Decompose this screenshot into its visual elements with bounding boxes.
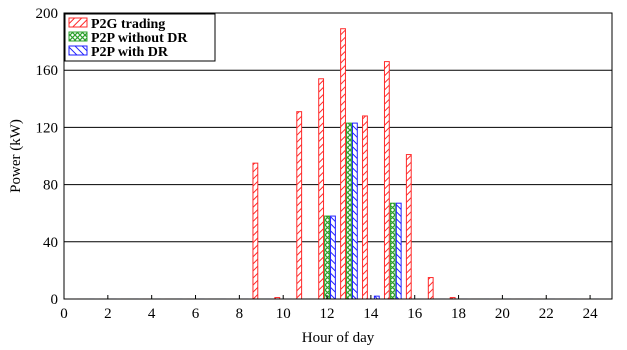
- y-axis-ticks: 0 40 80 120 160 200: [36, 6, 59, 308]
- bar-p2g-trading: [318, 78, 325, 300]
- bar-p2p-with-dr: [351, 122, 358, 300]
- y-tick-label: 200: [36, 6, 59, 22]
- plot-frame: [63, 12, 613, 300]
- bar-p2p-with-dr: [395, 202, 402, 300]
- bar-p2g-trading: [362, 115, 368, 300]
- x-tick-label: 20: [495, 306, 510, 322]
- x-tick-label: 2: [104, 306, 112, 322]
- y-tick-label: 40: [43, 235, 58, 251]
- y-tick-label: 120: [36, 120, 59, 136]
- legend-label: P2P without DR: [91, 31, 188, 46]
- bar-p2p-without-dr: [389, 202, 396, 300]
- x-tick-label: 14: [363, 306, 379, 322]
- x-axis-title: Hour of day: [302, 330, 375, 346]
- x-tick-label: 8: [236, 306, 244, 322]
- x-tick-label: 4: [148, 306, 156, 322]
- x-axis-ticks: 0 2 4 6 8 10 12 14 16 18 20 22 24: [60, 295, 598, 322]
- legend-swatch: [68, 31, 88, 42]
- gridlines: [64, 69, 612, 243]
- x-tick-label: 12: [320, 306, 335, 322]
- bar-p2p-with-dr: [330, 215, 336, 300]
- bar-p2g-trading: [296, 111, 303, 300]
- bar-p2p-without-dr: [346, 122, 352, 300]
- x-tick-label: 24: [583, 306, 599, 322]
- bar-p2g-trading: [340, 28, 346, 300]
- x-tick-label: 6: [192, 306, 200, 322]
- bar-p2p-without-dr: [324, 215, 330, 300]
- x-tick-label: 18: [451, 306, 466, 322]
- y-tick-label: 0: [51, 292, 59, 308]
- bar-p2g-trading: [383, 61, 390, 300]
- y-tick-label: 160: [36, 63, 59, 79]
- y-axis-title: Power (kW): [8, 119, 24, 193]
- bars-group: [77, 28, 599, 300]
- x-tick-label: 16: [407, 306, 423, 322]
- x-tick-label: 0: [60, 306, 68, 322]
- bar-p2g-trading: [252, 162, 259, 300]
- legend-label: P2G trading: [91, 17, 165, 32]
- x-tick-label: 22: [539, 306, 554, 322]
- x-tick-label: 10: [276, 306, 291, 322]
- legend-box: [64, 13, 216, 62]
- legend-swatch: [68, 17, 88, 28]
- bar-p2g-trading: [427, 277, 434, 300]
- bar-p2g-trading: [405, 154, 412, 300]
- legend-label: P2P with DR: [91, 45, 169, 60]
- y-tick-label: 80: [43, 178, 58, 194]
- legend-swatch: [68, 45, 88, 56]
